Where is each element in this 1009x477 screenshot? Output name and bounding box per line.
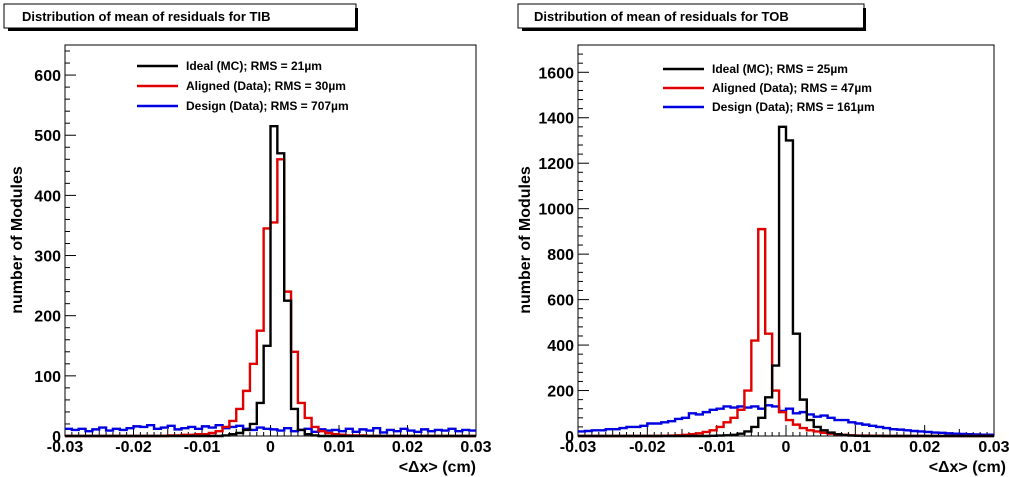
chart-title: Distribution of mean of residuals for TO…: [534, 9, 789, 24]
legend: Ideal (MC); RMS = 25µm Aligned (Data); R…: [663, 62, 875, 114]
tib-chart: Distribution of mean of residuals for TI…: [3, 3, 492, 476]
x-tick-labels: -0.03 -0.02 -0.01 0 0.01 0.02 0.03: [47, 439, 492, 456]
y-tick-label: 400: [547, 338, 574, 355]
x-tick-label: 0: [266, 439, 275, 456]
y-tick-labels: 0 100 200 300 400 500 600: [34, 68, 61, 446]
x-tick-label: 0.02: [909, 439, 940, 456]
x-tick-label: -0.01: [698, 439, 735, 456]
y-tick-label: 600: [34, 68, 61, 85]
chart-title: Distribution of mean of residuals for TI…: [22, 9, 270, 24]
x-tick-label: 0.01: [323, 439, 354, 456]
x-tick-label: -0.03: [47, 439, 84, 456]
legend: Ideal (MC); RMS = 21µm Aligned (Data); R…: [137, 59, 349, 113]
series-line-design: [578, 404, 994, 436]
x-tick-label: 0.02: [392, 439, 423, 456]
legend-label-ideal: Ideal (MC); RMS = 21µm: [186, 59, 322, 73]
legend-label-aligned: Aligned (Data); RMS = 47µm: [712, 81, 872, 95]
y-axis-label: number of Modules: [517, 166, 534, 314]
y-tick-label: 100: [34, 369, 61, 386]
x-tick-labels: -0.03 -0.02 -0.01 0 0.01 0.02 0.03: [560, 439, 1009, 456]
y-axis-label: number of Modules: [9, 166, 26, 314]
series-layer: [65, 125, 476, 438]
y-tick-labels: 0 200 400 600 800 1000 1200 1400 1600: [538, 65, 574, 446]
x-tick-label: -0.02: [629, 439, 666, 456]
legend-label-aligned: Aligned (Data); RMS = 30µm: [186, 79, 346, 93]
y-tick-label: 0: [565, 429, 574, 446]
x-tick-label: 0: [782, 439, 791, 456]
y-tick-label: 500: [34, 128, 61, 145]
x-tick-label: -0.02: [115, 439, 152, 456]
chart-title-box: Distribution of mean of residuals for TI…: [3, 3, 358, 31]
series-line-design: [65, 423, 476, 434]
x-tick-label: -0.03: [560, 439, 597, 456]
legend-label-design: Design (Data); RMS = 707µm: [186, 99, 349, 113]
y-tick-label: 200: [547, 384, 574, 401]
y-tick-label: 400: [34, 188, 61, 205]
y-tick-label: 0: [52, 429, 61, 446]
x-tick-label: 0.03: [460, 439, 491, 456]
x-tick-label: -0.01: [184, 439, 221, 456]
x-tick-label: 0.03: [978, 439, 1009, 456]
tob-chart: Distribution of mean of residuals for TO…: [517, 3, 1009, 476]
x-axis-label: <Δx> (cm): [929, 459, 1006, 476]
y-tick-label: 1200: [538, 156, 574, 173]
y-tick-label: 1400: [538, 111, 574, 128]
y-tick-label: 600: [547, 293, 574, 310]
y-tick-label: 300: [34, 249, 61, 266]
series-layer: [578, 125, 994, 438]
x-axis-label: <Δx> (cm): [399, 459, 476, 476]
y-tick-label: 200: [34, 309, 61, 326]
y-tick-label: 1000: [538, 202, 574, 219]
legend-label-design: Design (Data); RMS = 161µm: [712, 100, 875, 114]
legend-label-ideal: Ideal (MC); RMS = 25µm: [712, 62, 848, 76]
series-line-aligned: [578, 227, 994, 438]
chart-title-box: Distribution of mean of residuals for TO…: [517, 3, 866, 31]
series-line-ideal: [578, 125, 994, 438]
y-tick-label: 800: [547, 247, 574, 264]
x-tick-label: 0.01: [840, 439, 871, 456]
y-tick-label: 1600: [538, 65, 574, 82]
series-line-ideal: [65, 125, 476, 438]
